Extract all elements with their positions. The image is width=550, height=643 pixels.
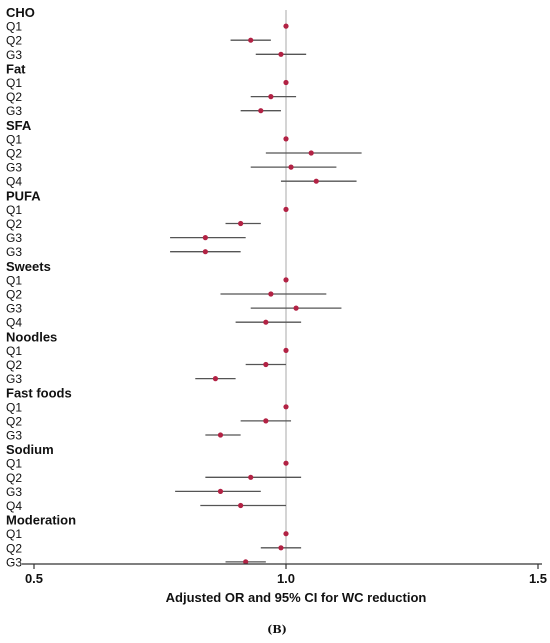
row-label: Q2 [6,217,22,231]
estimate-point [202,249,208,255]
estimate-point [263,319,269,325]
row-label: Q1 [6,273,22,287]
estimate-point [212,376,219,382]
estimate-point [283,206,289,212]
estimate-point [283,347,289,353]
estimate-point [263,418,269,424]
row-label: Q2 [6,471,22,485]
row-label: Q2 [6,147,22,161]
estimate-point [238,502,244,509]
row-label: Q2 [6,288,22,302]
row-label: Q1 [6,457,22,471]
estimate-point [283,277,289,283]
estimate-point [202,235,208,241]
estimate-point [248,37,254,43]
row-label: Q2 [6,90,22,104]
row-label: Q1 [6,527,22,541]
row-label: Q2 [6,34,22,48]
estimate-point [308,150,314,156]
row-label: Q1 [6,20,22,34]
group-label: CHO [6,5,35,20]
row-label: G3 [6,302,22,316]
group-label: Fast foods [6,386,72,401]
row-label: Q1 [6,132,22,146]
row-label: Q2 [6,358,22,372]
estimate-point [217,432,224,438]
estimate-point [278,545,284,551]
row-label: Q1 [6,400,22,414]
row-label: Q4 [6,175,22,189]
group-label: Sweets [6,259,51,274]
estimate-point [278,51,284,57]
estimate-point [283,460,289,466]
group-label: Fat [6,61,26,76]
x-axis-label: Adjusted OR and 95% CI for WC reduction [166,590,427,605]
estimate-point [217,488,224,494]
estimate-point [293,305,299,311]
row-label: G3 [6,372,22,386]
row-label: G3 [6,104,22,118]
estimate-point [283,531,289,537]
row-label: G3 [6,429,22,443]
x-tick-label: 1.5 [529,571,547,586]
group-label: SFA [6,118,32,133]
estimate-point [288,164,294,170]
estimate-point [248,474,254,480]
estimate-point [238,220,244,227]
x-tick-label: 0.5 [25,571,43,586]
row-label: Q4 [6,316,22,330]
x-tick-label: 1.0 [277,571,295,586]
estimate-point [313,178,319,184]
group-label: PUFA [6,188,41,203]
row-label: Q4 [6,499,22,513]
estimate-point [268,94,274,100]
estimate-point [283,404,289,410]
group-label: Moderation [6,513,76,528]
row-label: Q2 [6,541,22,555]
row-label: Q2 [6,414,22,428]
estimate-point [268,291,274,297]
row-label: G3 [6,485,22,499]
estimate-point [263,361,269,368]
row-label: G3 [6,555,22,569]
estimate-point [283,136,289,142]
estimate-point [283,79,289,86]
group-label: Sodium [6,442,54,457]
row-label: G3 [6,245,22,259]
group-label: Noodles [6,329,57,344]
row-label: G3 [6,48,22,62]
row-label: G3 [6,161,22,175]
row-label: Q1 [6,76,22,90]
row-label: Q1 [6,203,22,217]
panel-label: (B) [267,623,287,636]
estimate-point [258,108,264,114]
estimate-point [283,23,289,29]
estimate-point [243,559,249,565]
row-label: G3 [6,231,22,245]
row-label: Q1 [6,344,22,358]
